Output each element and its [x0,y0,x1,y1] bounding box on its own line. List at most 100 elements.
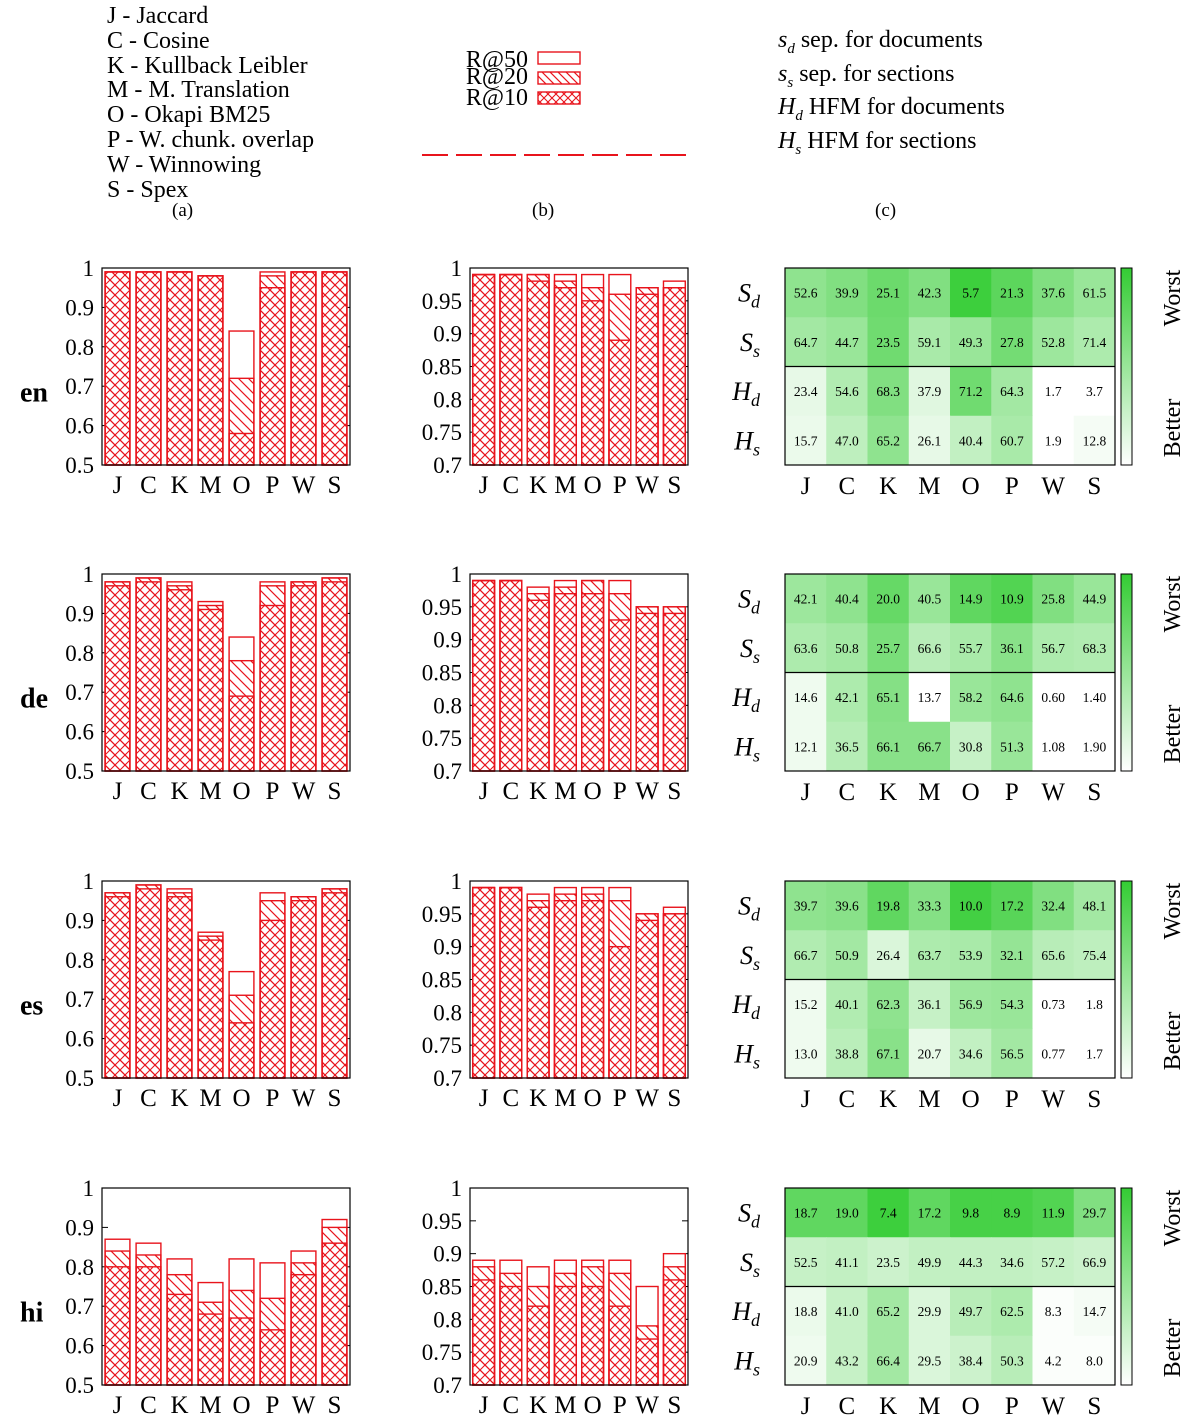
bar-r10-W [290,271,317,466]
heat-cell [1073,1188,1116,1238]
heat-value: 12.8 [1083,433,1107,448]
x-tick-label: W [1041,1086,1065,1113]
heat-value: 44.9 [1083,592,1107,607]
y-tick-label: 0.85 [422,661,462,686]
x-tick-label: P [1005,473,1019,500]
heat-value: 38.8 [835,1046,859,1061]
method-legend-item: K - Kullback Leibler [107,52,308,79]
heat-value: 61.5 [1083,286,1107,301]
heat-value: 14.9 [959,592,983,607]
heat-value: 55.7 [959,641,983,656]
heat-cell [867,415,910,466]
bar-r10-P [608,945,632,1079]
x-tick-label: S [667,1085,681,1112]
bar-r10-J [104,1266,131,1386]
y-tick-label: 0.7 [433,759,462,784]
x-tick-label: M [554,778,576,805]
heat-value: 71.4 [1083,335,1107,350]
heat-value: 12.1 [794,739,818,754]
x-tick-label: P [266,778,280,805]
bar-r10-K [526,1305,550,1386]
y-tick-label: 0.8 [433,1307,462,1332]
heat-value: 32.1 [1000,948,1024,963]
x-tick-label: W [1041,1393,1065,1420]
heat-cell [908,979,951,1030]
x-tick-label: P [266,1392,280,1419]
x-tick-label: O [962,473,980,500]
colorbar-better-label: Better [1160,399,1186,458]
panel-label-b: (b) [532,200,555,221]
heat-cell [1032,930,1075,980]
heat-cell [785,1286,827,1337]
x-tick-label: M [918,779,940,806]
legend-r10-label: R@10 [466,85,528,111]
heat-row-symbol: S [738,1199,751,1228]
heat-value: 27.8 [1000,335,1024,350]
bar-r10-S [662,612,686,772]
metric-description: sep. for sections [793,60,955,87]
heat-value: 68.3 [1083,641,1107,656]
x-tick-label: K [529,472,547,499]
method-legend: J - Jaccard C - Cosine K - Kullback Leible… [107,4,314,202]
heat-cell [867,1028,910,1079]
heat-row-subscript: d [751,1212,761,1232]
heat-cell [1032,672,1075,723]
heat-row-symbol: H [733,1039,754,1068]
heat-cell [826,1286,868,1337]
heat-cell [1032,721,1075,772]
legend-r10-swatch [537,91,581,105]
x-tick-label: S [328,1392,342,1419]
x-tick-label: J [113,778,123,805]
heat-cell [867,930,910,980]
heat-cell [1032,415,1075,466]
bar-r10-P [259,287,286,466]
bar-r10-K [526,280,550,466]
heat-row-symbol: H [731,377,752,406]
bar-r10-W [635,919,659,1079]
bar-r10-K [526,906,550,1079]
y-tick-label: 0.85 [422,355,462,380]
x-tick-label: C [503,1085,520,1112]
x-tick-label: P [1005,779,1019,806]
bar-r10-C [499,579,523,772]
heat-cell [991,1335,1033,1386]
x-tick-label: W [635,1392,659,1419]
heat-cell [1073,415,1116,466]
heat-value: 25.8 [1041,592,1065,607]
heat-cell [1073,574,1116,624]
colorbar [1120,573,1133,772]
heat-row-subscript: s [753,1261,760,1281]
heat-value: 0.73 [1041,997,1065,1012]
heat-row-symbol: S [738,892,751,921]
metric-subscript: d [787,40,795,57]
heat-cell [908,415,951,466]
heat-value: 56.5 [1000,1046,1024,1061]
y-tick-label: 1 [451,562,463,587]
y-tick-label: 0.85 [422,1275,462,1300]
heat-value: 5.7 [962,286,979,301]
heat-value: 21.3 [1000,286,1024,301]
heat-value: 60.7 [1000,433,1024,448]
heat-row-symbol: H [733,732,754,761]
heat-value: 33.3 [918,899,942,914]
bar-r10-O [228,1022,255,1079]
heat-value: 17.2 [1000,899,1024,914]
heat-cell [991,930,1033,980]
x-tick-label: P [266,472,280,499]
heat-value: 75.4 [1083,948,1107,963]
plot-frame [101,880,351,1079]
x-tick-label: O [232,1392,250,1419]
y-tick-label: 0.9 [65,601,94,626]
bar-r10-J [472,273,496,466]
recall-legend-svg: R@50 R@20 R@10 [422,47,690,156]
x-tick-label: O [962,1393,980,1420]
heat-value: 1.7 [1086,1046,1103,1061]
heat-value: 40.4 [835,592,859,607]
x-tick-label: S [667,1392,681,1419]
plot-frame [469,573,689,772]
y-tick-label: 0.8 [65,335,94,360]
heat-value: 67.1 [876,1046,900,1061]
heat-cell [950,415,992,466]
y-tick-label: 0.9 [65,1215,94,1240]
heat-value: 1.40 [1083,690,1107,705]
